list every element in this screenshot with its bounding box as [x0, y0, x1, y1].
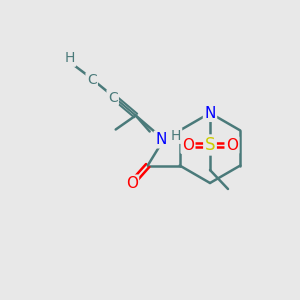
- Text: S: S: [205, 136, 215, 154]
- Text: O: O: [126, 176, 138, 191]
- Text: C: C: [87, 74, 97, 88]
- Text: N: N: [204, 106, 216, 121]
- Text: O: O: [226, 137, 238, 152]
- Text: H: H: [64, 52, 75, 65]
- Text: C: C: [108, 91, 118, 104]
- Text: N: N: [155, 132, 166, 147]
- Text: H: H: [170, 128, 181, 142]
- Text: O: O: [182, 137, 194, 152]
